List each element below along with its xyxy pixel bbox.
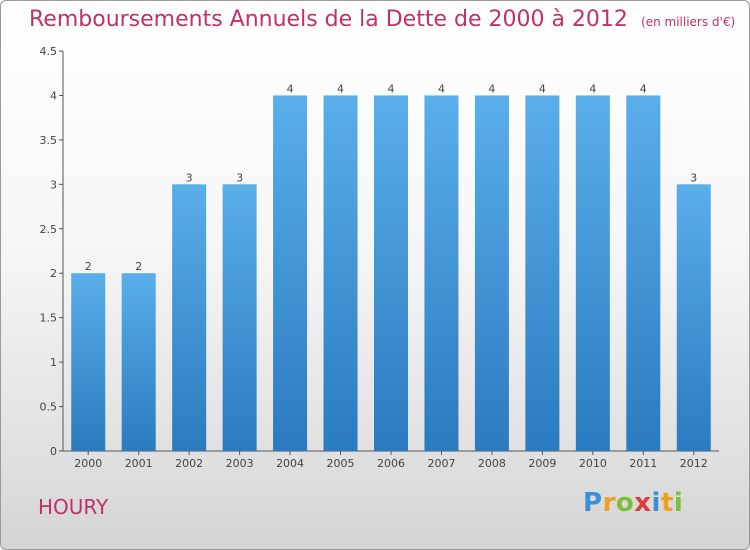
bar (273, 95, 308, 451)
data-label: 3 (690, 171, 697, 184)
data-label: 3 (186, 171, 193, 184)
y-tick-label: 0 (50, 445, 57, 458)
bar (172, 184, 207, 452)
x-tick-label: 2007 (427, 457, 455, 470)
x-tick-label: 2002 (175, 457, 203, 470)
y-tick-label: 2.5 (40, 223, 58, 236)
bar (626, 95, 661, 451)
bar (575, 95, 610, 451)
y-tick-label: 1.5 (40, 312, 58, 325)
y-tick-label: 1 (50, 356, 57, 369)
bar (374, 95, 408, 451)
x-tick-label: 2010 (579, 457, 607, 470)
x-tick-label: 2009 (528, 457, 556, 470)
x-tick-label: 2004 (276, 457, 304, 470)
proxiti-logo: Proxiti (583, 488, 683, 518)
logo-letter: x (634, 488, 652, 518)
data-label: 4 (388, 82, 395, 95)
y-tick-label: 4.5 (40, 45, 58, 58)
x-tick-label: 2000 (74, 457, 102, 470)
x-tick-label: 2003 (226, 457, 254, 470)
data-label: 4 (438, 82, 445, 95)
x-tick-label: 2006 (377, 457, 405, 470)
logo-letter: o (615, 488, 635, 518)
x-tick-label: 2005 (327, 457, 355, 470)
x-tick-label: 2012 (680, 457, 708, 470)
logo-letter: i (673, 488, 684, 518)
y-tick-label: 0.5 (40, 401, 58, 414)
chart-title-block: Remboursements Annuels de la Dette de 20… (29, 7, 735, 32)
data-label: 4 (539, 82, 546, 95)
data-label: 2 (85, 260, 92, 273)
bar (222, 184, 257, 452)
x-tick-label: 2008 (478, 457, 506, 470)
bar (676, 184, 711, 452)
data-label: 4 (640, 82, 647, 95)
commune-name: HOURY (38, 495, 109, 519)
chart-unit: (en milliers d'€) (641, 15, 736, 29)
bar (121, 273, 156, 451)
bar (323, 95, 358, 451)
bar (525, 95, 560, 451)
bar (424, 95, 459, 451)
y-tick-label: 4 (50, 89, 57, 102)
logo-letter: t (660, 488, 674, 518)
y-tick-label: 3 (50, 178, 57, 191)
data-label: 3 (236, 171, 243, 184)
data-label: 4 (287, 82, 294, 95)
logo-letter: P (583, 488, 603, 518)
x-tick-label: 2011 (629, 457, 657, 470)
bar (474, 95, 509, 451)
data-label: 4 (337, 82, 344, 95)
data-label: 4 (488, 82, 495, 95)
y-tick-label: 2 (50, 267, 57, 280)
bar (71, 273, 106, 451)
data-label: 4 (589, 82, 596, 95)
logo-letter: i (651, 488, 661, 518)
data-label: 2 (135, 260, 142, 273)
chart-title: Remboursements Annuels de la Dette de 20… (29, 7, 628, 32)
x-tick-label: 2001 (125, 457, 153, 470)
y-tick-label: 3.5 (40, 134, 58, 147)
logo-letter: r (602, 488, 616, 518)
